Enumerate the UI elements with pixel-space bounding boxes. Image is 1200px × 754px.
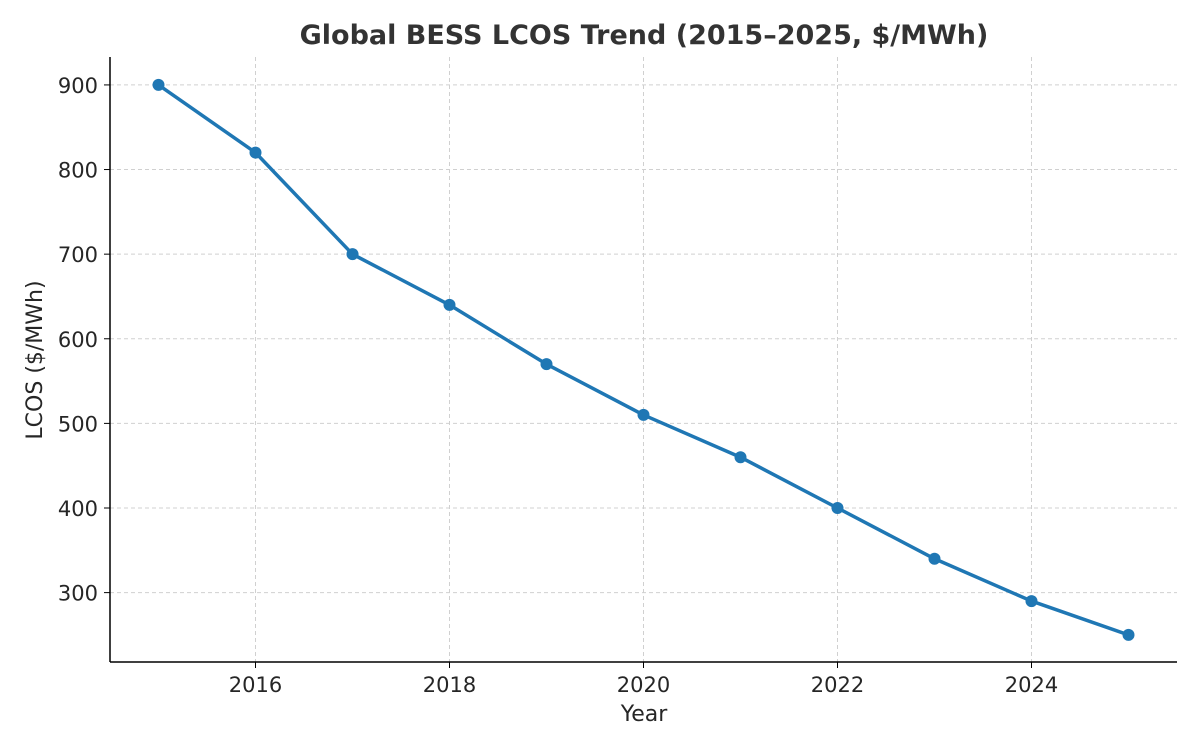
data-point-2016 [249,146,262,159]
x-tick-label: 2020 [617,673,670,697]
x-tick-label: 2016 [229,673,282,697]
chart-title: Global BESS LCOS Trend (2015–2025, $/MWh… [300,20,989,51]
grid [110,57,1177,662]
data-point-2023 [928,552,941,565]
y-tick-label: 400 [58,497,98,521]
x-tick-label: 2022 [811,673,864,697]
data-point-2025 [1122,628,1135,641]
data-point-2015 [152,78,165,91]
y-tick-label: 600 [58,328,98,352]
series [152,78,1135,641]
ticks: 2016 2018 2020 2022 2024 300 400 500 600 700 800 90… [58,74,1058,697]
data-point-2020 [637,408,650,421]
y-tick-label: 800 [58,159,98,183]
y-tick-label: 500 [58,412,98,436]
y-tick-label: 300 [58,582,98,606]
y-axis-label: LCOS ($/MWh) [23,280,48,439]
data-point-2018 [443,298,456,311]
y-tick-label: 900 [58,74,98,98]
x-tick-label: 2024 [1005,673,1058,697]
data-point-2022 [831,502,844,514]
x-tick-label: 2018 [423,673,476,697]
data-point-2017 [346,248,359,261]
data-point-2024 [1025,595,1038,608]
data-point-2019 [540,358,553,371]
data-point-2021 [734,451,747,464]
x-axis-label: Year [620,702,669,727]
y-tick-label: 700 [58,243,98,267]
